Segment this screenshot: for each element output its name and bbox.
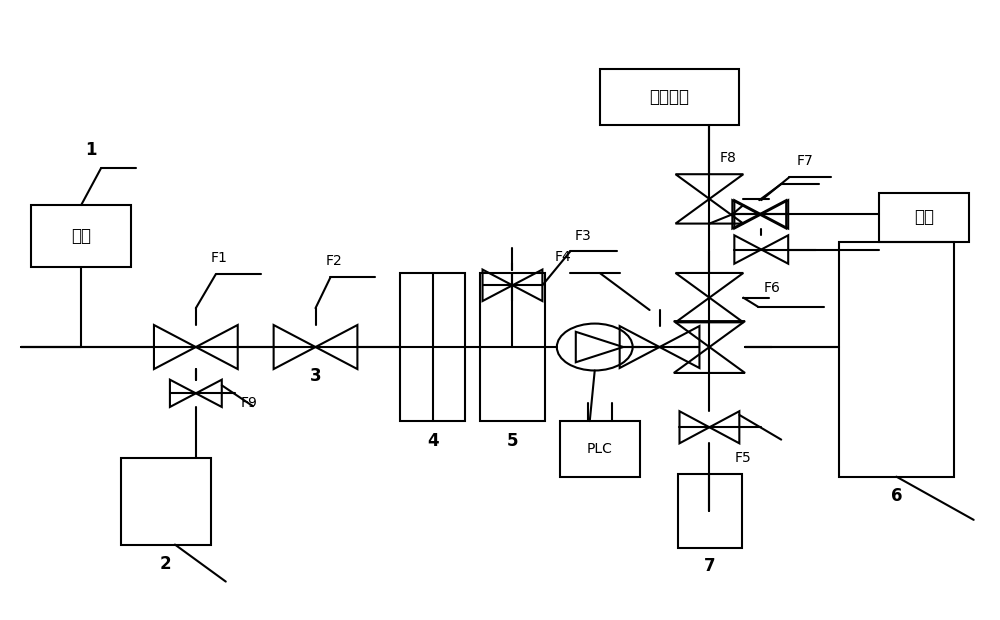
Text: F9: F9 xyxy=(241,396,258,410)
Text: 甲醇: 甲醇 xyxy=(71,227,91,245)
Text: F4: F4 xyxy=(555,250,572,264)
Text: F2: F2 xyxy=(325,254,342,268)
Bar xyxy=(839,242,954,477)
Bar xyxy=(480,273,545,421)
Bar xyxy=(678,474,742,547)
Text: 6: 6 xyxy=(891,487,902,505)
Text: PLC: PLC xyxy=(587,442,613,456)
Text: F8: F8 xyxy=(719,151,736,165)
Text: 3: 3 xyxy=(310,367,321,385)
Text: F6: F6 xyxy=(763,281,780,294)
Bar xyxy=(879,193,969,242)
Bar xyxy=(560,421,640,477)
Bar xyxy=(121,458,211,544)
Bar xyxy=(400,273,465,421)
Bar xyxy=(31,205,131,267)
Text: 7: 7 xyxy=(704,557,715,575)
Text: 无菌空气: 无菌空气 xyxy=(650,88,690,106)
Text: F7: F7 xyxy=(796,154,813,168)
Text: 5: 5 xyxy=(507,432,518,450)
Text: 蒸汽: 蒸汽 xyxy=(914,208,934,226)
Text: 4: 4 xyxy=(427,432,438,450)
Text: F5: F5 xyxy=(734,451,751,465)
Text: F1: F1 xyxy=(211,251,228,265)
Bar xyxy=(600,69,739,125)
Text: F3: F3 xyxy=(574,229,591,243)
Text: 1: 1 xyxy=(85,141,97,159)
Text: 2: 2 xyxy=(160,556,172,574)
